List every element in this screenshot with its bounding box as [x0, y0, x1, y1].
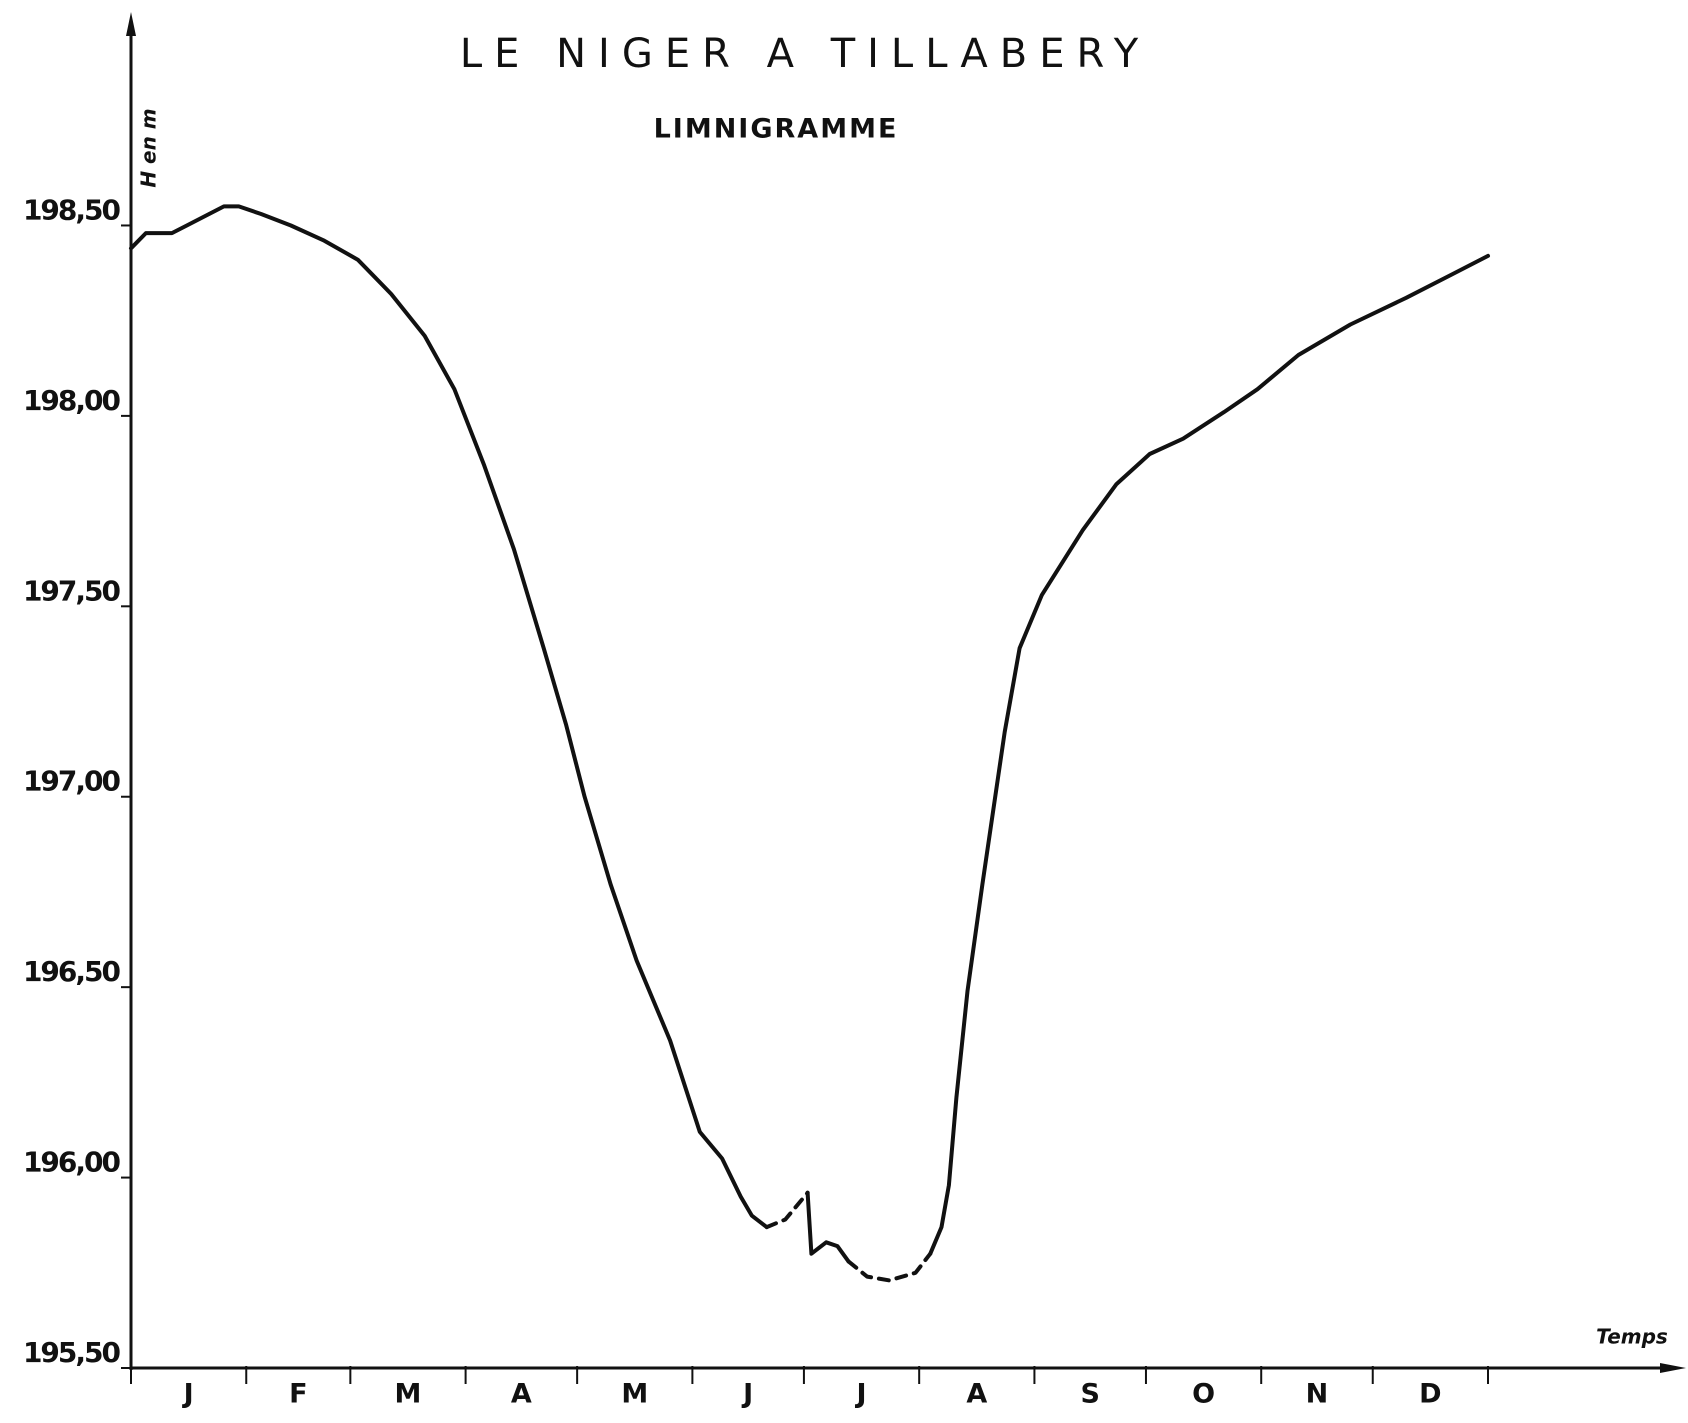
- x-tick-label: J: [741, 1379, 753, 1410]
- x-tick-label: N: [1306, 1379, 1329, 1410]
- y-axis-arrow: [126, 12, 136, 36]
- y-axis-label: H en m: [137, 108, 161, 187]
- chart-subtitle: LIMNIGRAMME: [654, 114, 899, 145]
- y-tick-label: 197,00: [23, 765, 121, 798]
- x-axis-arrow: [1660, 1363, 1686, 1373]
- data-line: [129, 204, 1490, 1264]
- y-tick-label: 198,00: [23, 384, 121, 417]
- y-tick-label: 198,50: [23, 193, 121, 226]
- y-tick-label: 195,50: [23, 1336, 121, 1369]
- data-line: [764, 1190, 933, 1283]
- x-tick-label: J: [182, 1379, 194, 1410]
- x-tick-label: M: [395, 1379, 422, 1410]
- x-tick-label: A: [511, 1379, 532, 1410]
- y-tick-label: 197,50: [23, 574, 121, 607]
- x-tick-label: M: [621, 1379, 648, 1410]
- x-tick-label: J: [855, 1379, 867, 1410]
- x-axis-label: Temps: [1596, 1325, 1668, 1349]
- x-tick-label: A: [966, 1379, 987, 1410]
- y-tick-label: 196,00: [23, 1146, 121, 1179]
- x-tick-label: O: [1192, 1379, 1215, 1410]
- x-tick-label: D: [1419, 1379, 1441, 1410]
- y-tick-label: 196,50: [23, 955, 121, 988]
- x-tick-label: S: [1080, 1379, 1099, 1410]
- chart-title: LE NIGER A TILLABERY: [460, 31, 1150, 77]
- x-tick-label: F: [289, 1379, 307, 1410]
